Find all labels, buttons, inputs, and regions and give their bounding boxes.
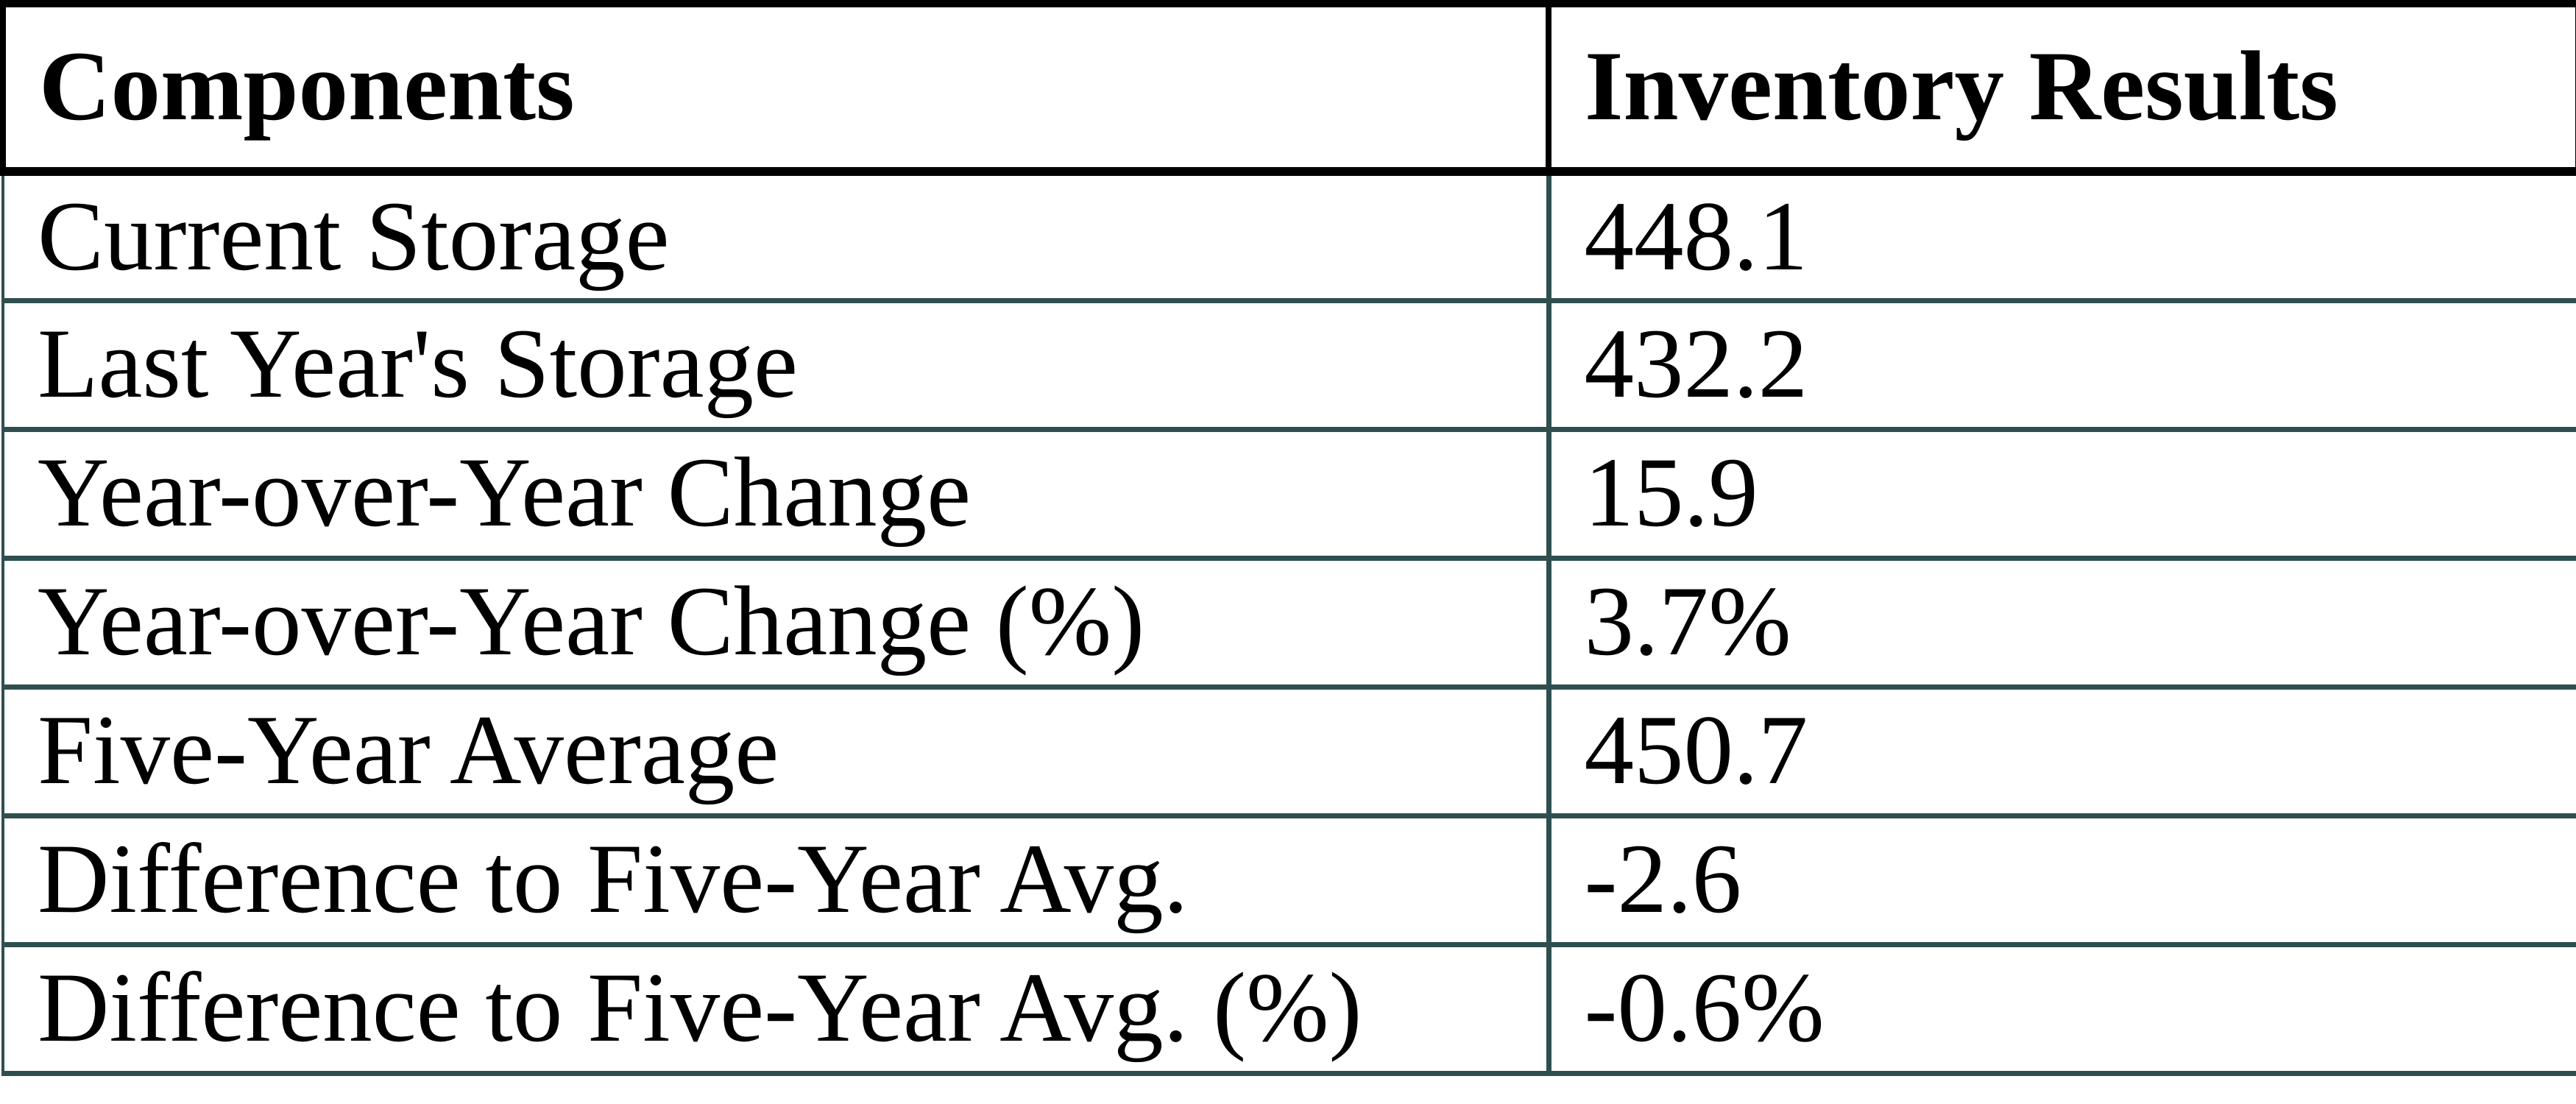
row-value-cell: 432.2 [1549, 300, 2576, 432]
row-value-cell: -0.6% [1549, 944, 2576, 1076]
table-row: Last Year's Storage 432.2 [1, 300, 2576, 432]
row-label-cell: Current Storage [1, 171, 1551, 303]
header-row: Components Inventory Results [0, 0, 2576, 176]
row-label-cell: Year-over-Year Change [1, 429, 1551, 561]
row-label-cell: Last Year's Storage [1, 300, 1551, 432]
row-value-cell: 448.1 [1549, 171, 2576, 303]
table-row: Difference to Five-Year Avg. (%) -0.6% [1, 944, 2576, 1076]
table-row: Year-over-Year Change (%) 3.7% [1, 558, 2576, 690]
row-label-cell: Difference to Five-Year Avg. [1, 815, 1551, 947]
row-value-cell: 450.7 [1549, 687, 2576, 818]
row-label-cell: Difference to Five-Year Avg. (%) [1, 944, 1551, 1076]
row-value-cell: 3.7% [1549, 558, 2576, 690]
row-value-cell: 15.9 [1549, 429, 2576, 561]
table-row: Difference to Five-Year Avg. -2.6 [1, 815, 2576, 947]
table-row: Year-over-Year Change 15.9 [1, 429, 2576, 561]
table-row: Current Storage 448.1 [1, 171, 2576, 303]
column-header-components: Components [0, 0, 1551, 176]
column-header-inventory-results: Inventory Results [1549, 0, 2576, 176]
row-value-cell: -2.6 [1549, 815, 2576, 947]
row-label-cell: Five-Year Average [1, 687, 1551, 818]
table-row: Five-Year Average 450.7 [1, 687, 2576, 818]
inventory-results-table: Components Inventory Results Current Sto… [0, 0, 2576, 1076]
row-label-cell: Year-over-Year Change (%) [1, 558, 1551, 690]
